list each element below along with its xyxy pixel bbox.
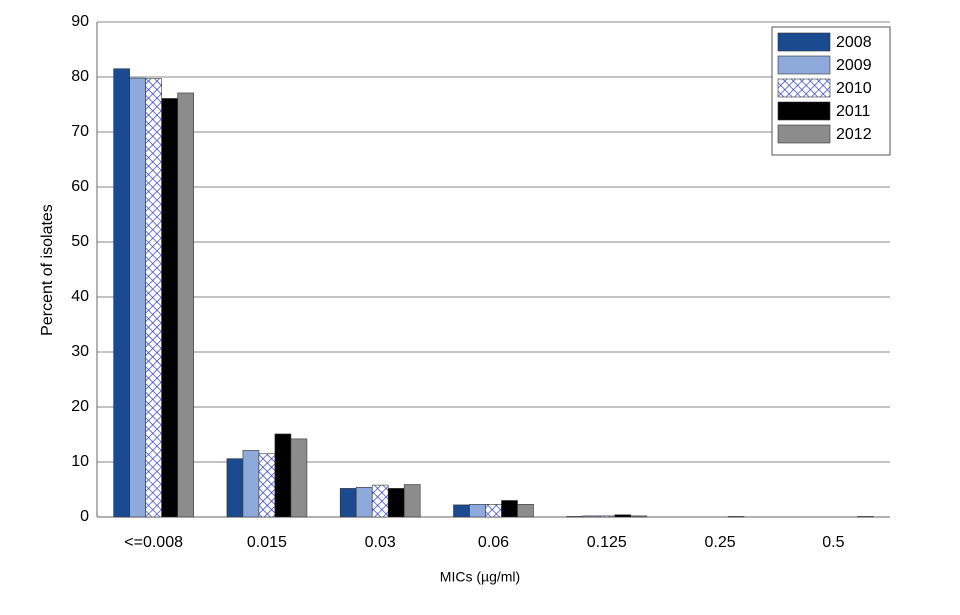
- bar: [566, 516, 584, 518]
- bar: [517, 504, 534, 518]
- bar: [453, 504, 470, 518]
- bar: [582, 515, 600, 518]
- bar: [857, 516, 874, 518]
- legend-label: 2012: [836, 126, 872, 143]
- y-tick-label: 80: [71, 68, 89, 85]
- x-tick-label: 0.125: [587, 534, 627, 551]
- x-tick-label: 0.25: [705, 534, 736, 551]
- bar: [145, 78, 162, 518]
- legend-label: 2008: [836, 34, 872, 51]
- x-tick-label: 0.015: [247, 534, 287, 551]
- bar: [258, 453, 276, 518]
- legend-label: 2010: [836, 80, 872, 97]
- legend-swatch: [777, 101, 831, 121]
- y-tick-label: 90: [71, 13, 89, 30]
- y-axis-label: Percent of isolates: [39, 204, 56, 336]
- bar: [403, 484, 421, 518]
- legend-swatch: [777, 124, 831, 144]
- bar: [290, 438, 308, 518]
- legend-label: 2011: [836, 103, 871, 120]
- bar: [129, 77, 146, 518]
- y-tick-label: 10: [71, 453, 89, 470]
- bar: [630, 515, 648, 518]
- bar: [161, 98, 178, 518]
- bar: [598, 515, 616, 518]
- bar: [469, 504, 486, 518]
- y-tick-label: 50: [71, 233, 89, 250]
- bar: [387, 488, 405, 518]
- x-tick-label: 0.06: [478, 534, 509, 551]
- x-tick-label: <=0.008: [124, 534, 183, 551]
- legend-swatch: [777, 78, 831, 98]
- x-tick-label: 0.5: [822, 534, 844, 551]
- legend-swatch: [777, 55, 831, 75]
- y-tick-label: 0: [80, 508, 89, 525]
- x-tick-label: 0.03: [365, 534, 396, 551]
- bar: [727, 516, 745, 518]
- legend-swatch: [777, 32, 831, 52]
- legend-label: 2009: [836, 57, 872, 74]
- bar: [355, 486, 373, 518]
- y-tick-label: 40: [71, 288, 89, 305]
- bar: [485, 504, 502, 518]
- bar: [177, 92, 194, 518]
- bar: [242, 450, 260, 518]
- bar: [339, 488, 357, 518]
- y-tick-label: 70: [71, 123, 89, 140]
- bar: [501, 500, 518, 518]
- bar: [113, 68, 130, 518]
- bar: [226, 458, 244, 518]
- x-axis-label: MICs (µg/ml): [440, 569, 520, 585]
- bar: [274, 433, 292, 518]
- bar: [371, 484, 389, 518]
- y-tick-label: 20: [71, 398, 89, 415]
- y-tick-label: 30: [71, 343, 89, 360]
- bar: [614, 514, 632, 518]
- y-tick-label: 60: [71, 178, 89, 195]
